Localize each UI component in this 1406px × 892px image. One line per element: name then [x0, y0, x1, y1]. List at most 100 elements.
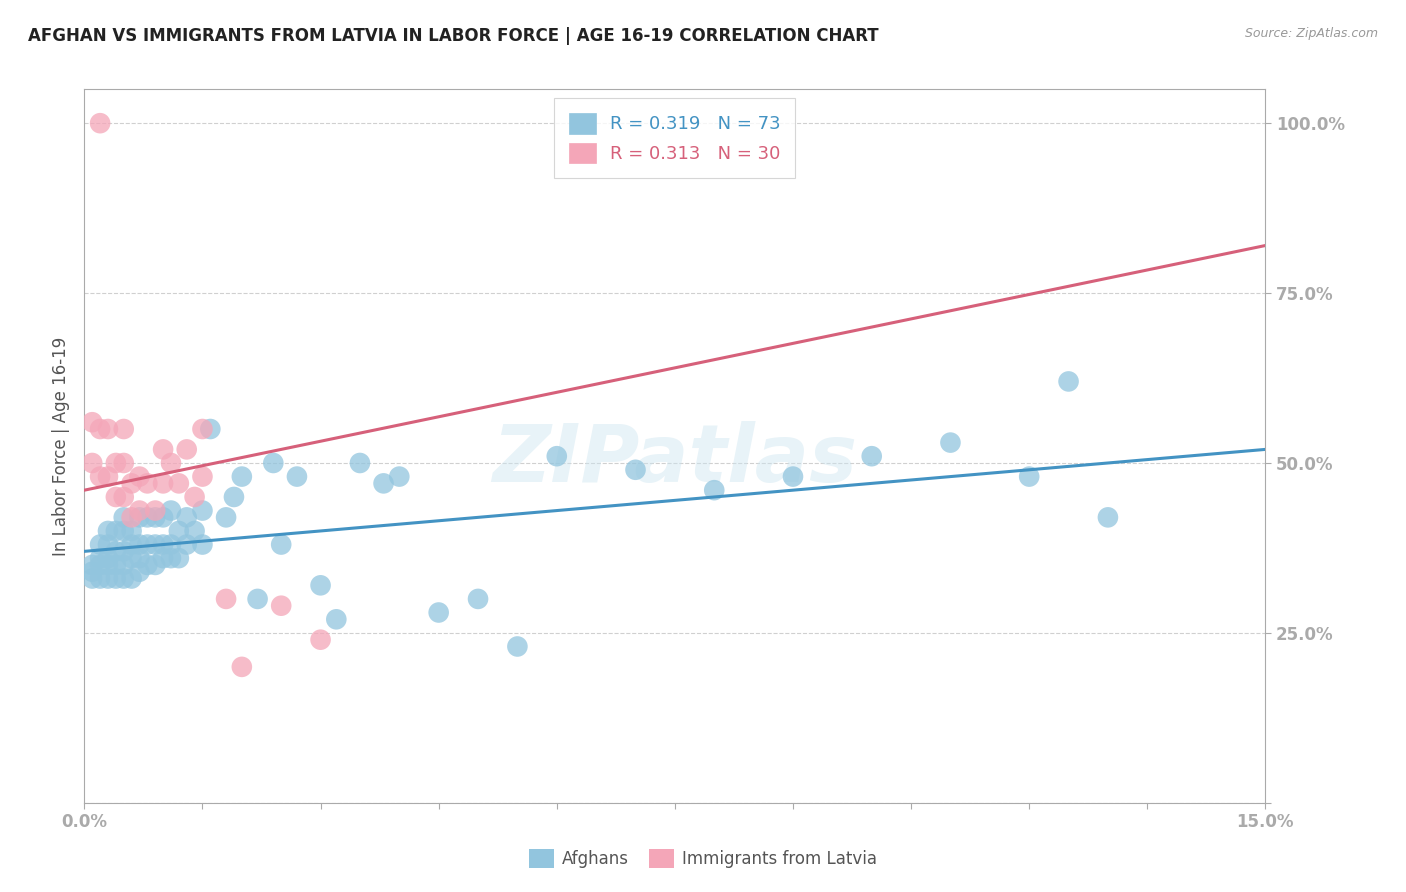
- Point: [89, 422, 111, 436]
- Point: [112, 490, 135, 504]
- Point: [325, 612, 347, 626]
- Point: [246, 591, 269, 606]
- Point: [167, 551, 190, 566]
- Text: AFGHAN VS IMMIGRANTS FROM LATVIA IN LABOR FORCE | AGE 16-19 CORRELATION CHART: AFGHAN VS IMMIGRANTS FROM LATVIA IN LABO…: [28, 27, 879, 45]
- Point: [703, 483, 725, 498]
- Point: [349, 456, 371, 470]
- Point: [231, 469, 253, 483]
- Point: [191, 503, 214, 517]
- Point: [231, 660, 253, 674]
- Point: [222, 490, 245, 504]
- Point: [121, 476, 143, 491]
- Point: [112, 544, 135, 558]
- Point: [136, 510, 159, 524]
- Point: [121, 537, 143, 551]
- Point: [104, 572, 127, 586]
- Point: [860, 449, 883, 463]
- Point: [89, 551, 111, 566]
- Point: [215, 510, 238, 524]
- Point: [82, 558, 104, 572]
- Legend: R = 0.319   N = 73, R = 0.313   N = 30: R = 0.319 N = 73, R = 0.313 N = 30: [554, 98, 796, 178]
- Point: [128, 537, 150, 551]
- Point: [112, 510, 135, 524]
- Point: [152, 551, 174, 566]
- Point: [128, 565, 150, 579]
- Point: [427, 606, 450, 620]
- Point: [121, 572, 143, 586]
- Point: [97, 572, 120, 586]
- Point: [143, 503, 166, 517]
- Point: [373, 476, 395, 491]
- Point: [89, 537, 111, 551]
- Point: [160, 503, 183, 517]
- Point: [270, 599, 292, 613]
- Point: [128, 551, 150, 566]
- Point: [782, 469, 804, 483]
- Point: [191, 537, 214, 551]
- Point: [191, 469, 214, 483]
- Point: [262, 456, 284, 470]
- Point: [939, 435, 962, 450]
- Point: [200, 422, 222, 436]
- Point: [112, 524, 135, 538]
- Legend: Afghans, Immigrants from Latvia: Afghans, Immigrants from Latvia: [522, 842, 884, 875]
- Y-axis label: In Labor Force | Age 16-19: In Labor Force | Age 16-19: [52, 336, 70, 556]
- Point: [136, 558, 159, 572]
- Point: [97, 469, 120, 483]
- Point: [160, 456, 183, 470]
- Point: [112, 422, 135, 436]
- Point: [104, 456, 127, 470]
- Point: [167, 524, 190, 538]
- Point: [128, 510, 150, 524]
- Point: [128, 503, 150, 517]
- Point: [152, 510, 174, 524]
- Point: [183, 524, 205, 538]
- Point: [624, 463, 647, 477]
- Point: [167, 476, 190, 491]
- Point: [270, 537, 292, 551]
- Point: [136, 476, 159, 491]
- Point: [89, 469, 111, 483]
- Point: [82, 565, 104, 579]
- Point: [160, 537, 183, 551]
- Point: [546, 449, 568, 463]
- Point: [160, 551, 183, 566]
- Point: [285, 469, 308, 483]
- Point: [104, 524, 127, 538]
- Point: [128, 469, 150, 483]
- Point: [388, 469, 411, 483]
- Point: [183, 490, 205, 504]
- Point: [309, 578, 332, 592]
- Point: [506, 640, 529, 654]
- Text: ZIPatlas: ZIPatlas: [492, 421, 858, 500]
- Point: [112, 456, 135, 470]
- Point: [82, 415, 104, 429]
- Point: [97, 524, 120, 538]
- Point: [121, 551, 143, 566]
- Point: [176, 510, 198, 524]
- Point: [152, 476, 174, 491]
- Point: [97, 558, 120, 572]
- Point: [143, 510, 166, 524]
- Point: [89, 572, 111, 586]
- Point: [97, 422, 120, 436]
- Point: [121, 524, 143, 538]
- Point: [152, 537, 174, 551]
- Point: [215, 591, 238, 606]
- Point: [82, 456, 104, 470]
- Point: [176, 442, 198, 457]
- Point: [104, 544, 127, 558]
- Point: [176, 537, 198, 551]
- Point: [112, 558, 135, 572]
- Point: [97, 537, 120, 551]
- Point: [309, 632, 332, 647]
- Point: [89, 558, 111, 572]
- Point: [121, 510, 143, 524]
- Point: [1057, 375, 1080, 389]
- Point: [104, 558, 127, 572]
- Point: [104, 490, 127, 504]
- Point: [152, 442, 174, 457]
- Point: [191, 422, 214, 436]
- Point: [143, 537, 166, 551]
- Point: [82, 572, 104, 586]
